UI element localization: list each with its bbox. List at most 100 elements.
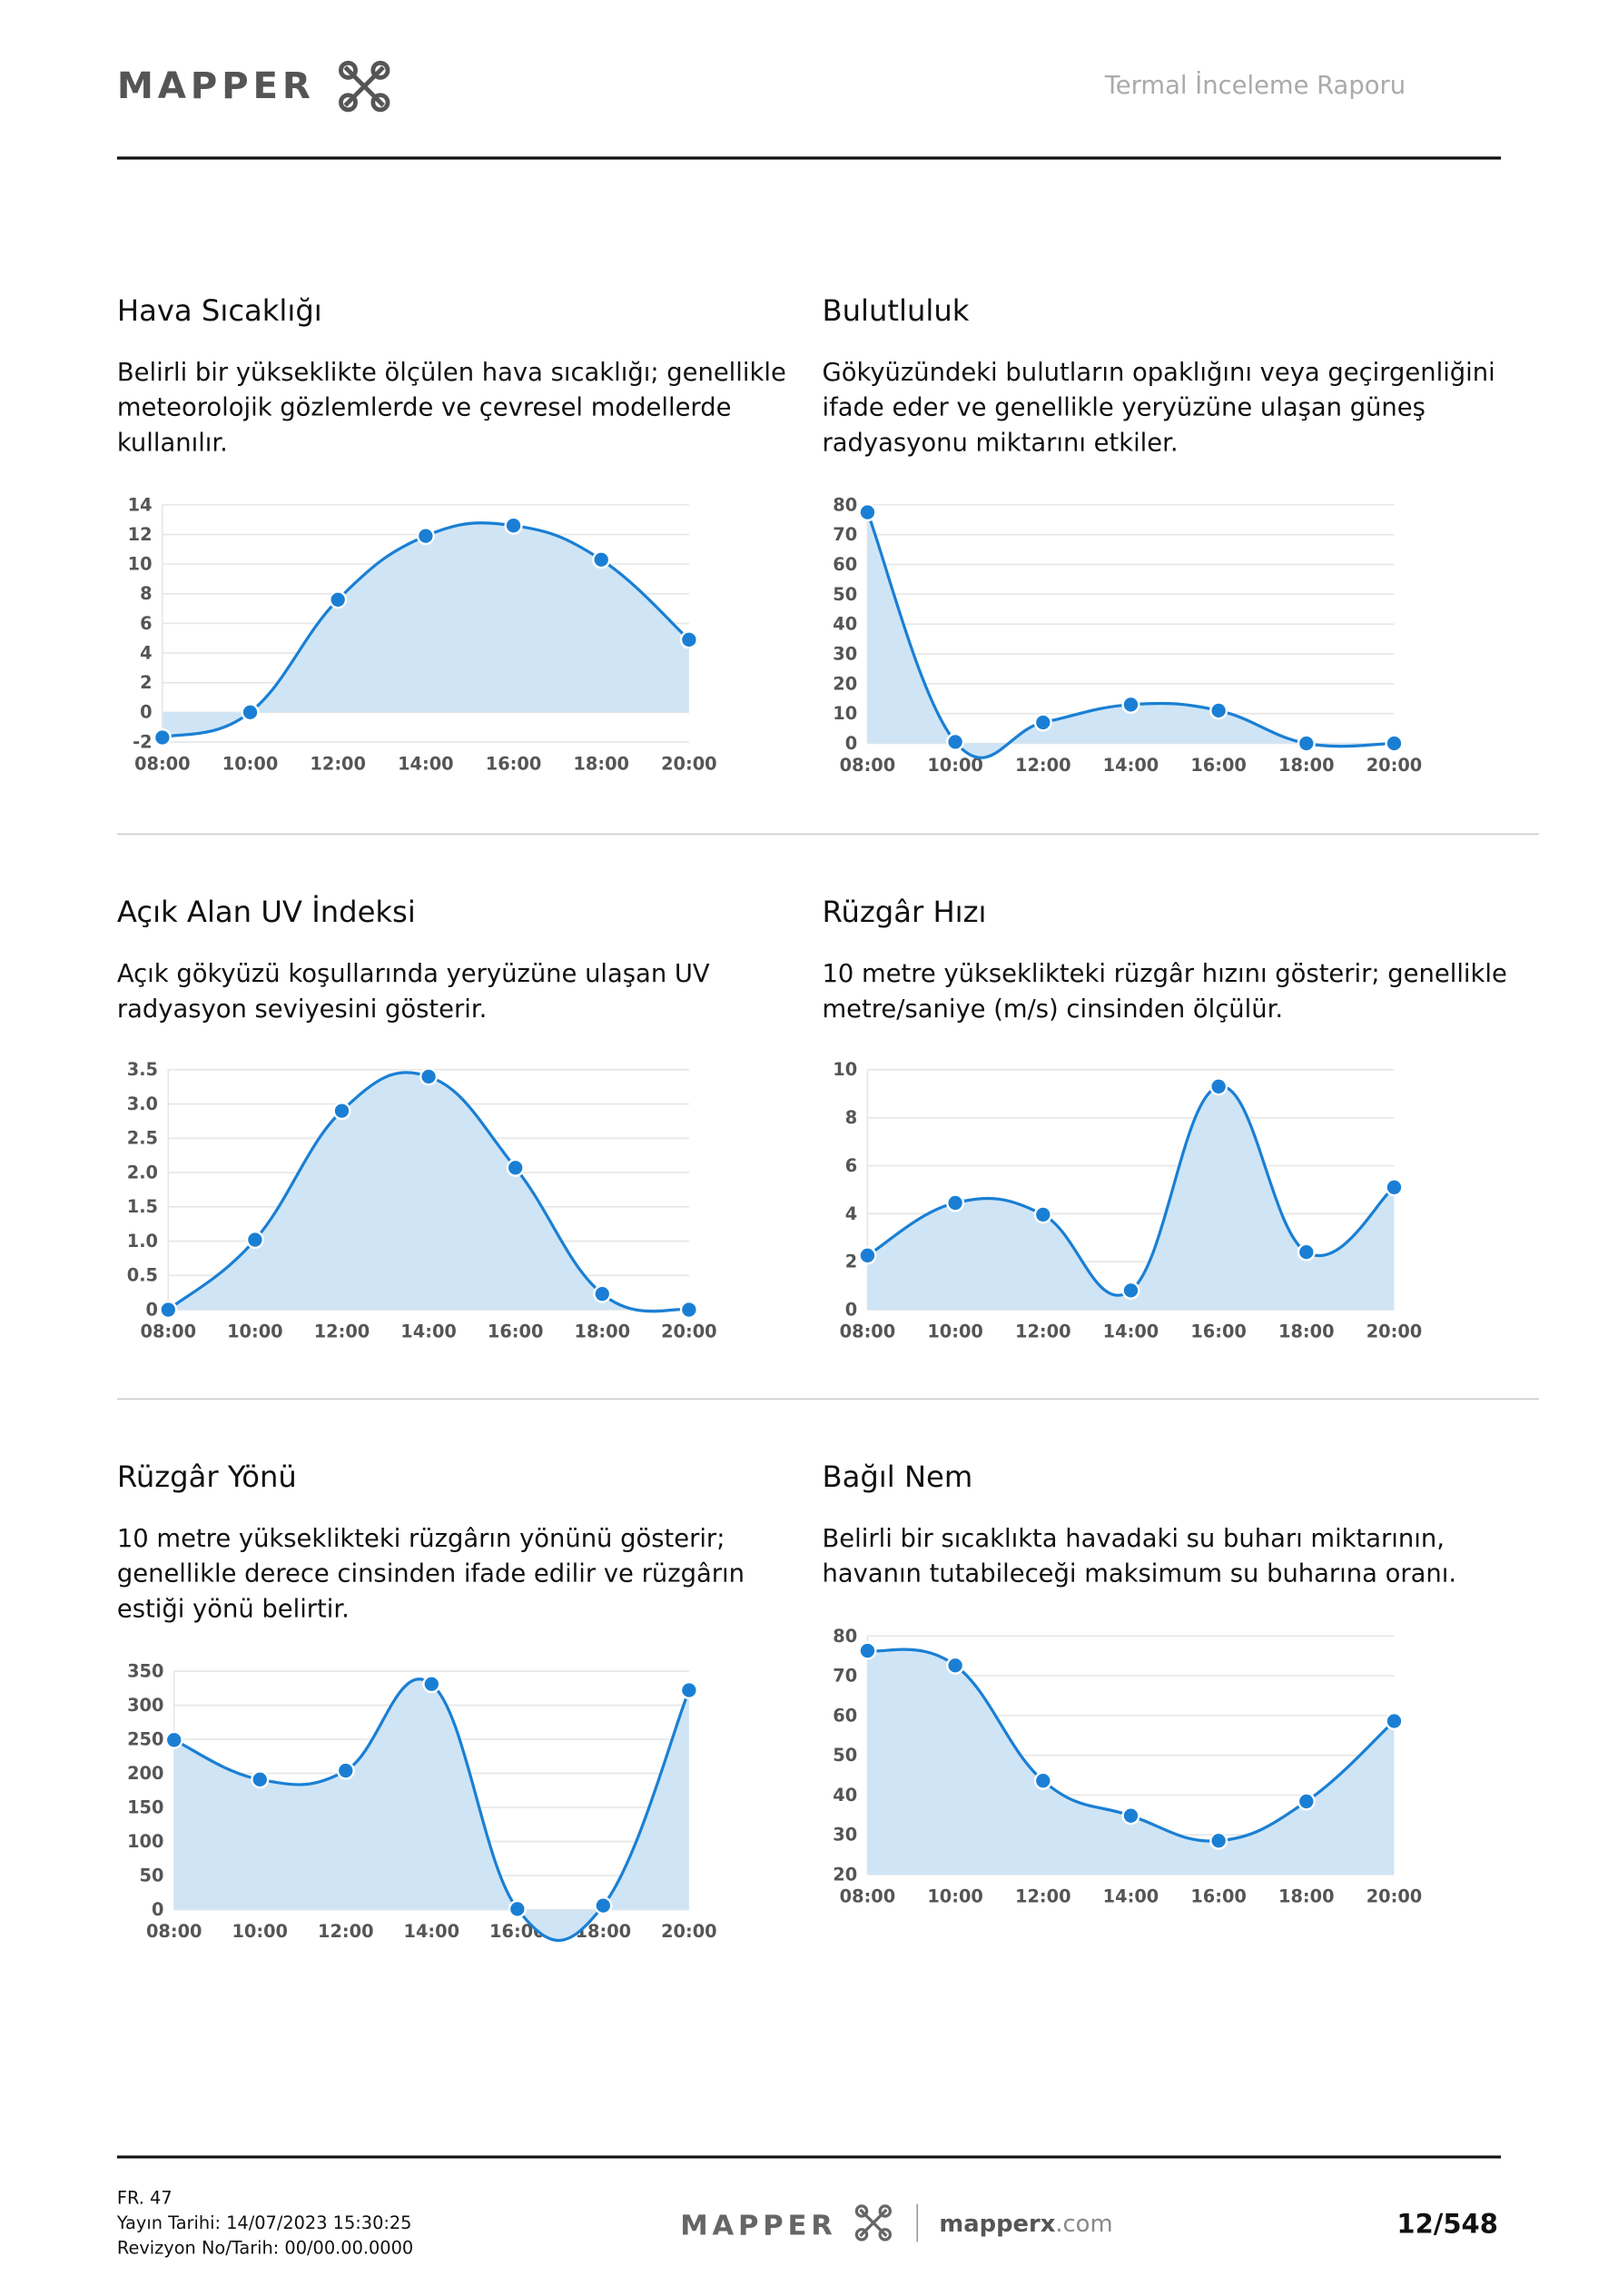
chart-title: Hava Sıcaklığı [117,293,322,328]
point [153,727,172,747]
chart-description: 10 metre yükseklikteki rüzgârın yönünü g… [117,1525,725,1553]
chart-title: Açık Alan UV İndeksi [117,895,416,929]
y-tick-label: 70 [833,524,857,545]
y-tick-label: 60 [833,554,857,575]
y-tick-label: 50 [140,1866,164,1886]
x-tick-label: 18:00 [573,754,629,775]
point [858,1246,877,1265]
point [679,1680,698,1700]
x-tick-label: 10:00 [222,754,279,775]
point [504,516,523,535]
chart-description: estiği yönü belirtir. [117,1595,350,1623]
y-tick-label: 10 [128,554,153,575]
chart-description: Gökyüzündeki bulutların opaklığını veya … [823,359,1495,387]
x-tick-label: 08:00 [141,1321,197,1342]
chart-description: radyasyonu miktarını etkiler. [823,429,1179,457]
chart-title: Rüzgâr Hızı [823,895,987,929]
point [679,1300,698,1320]
point [1209,701,1228,720]
area [867,512,1395,758]
y-tick-label: 2 [845,1252,857,1272]
y-tick-label: 1.0 [127,1231,158,1252]
chart-description: metre/saniye (m/s) cinsinden ölçülür. [823,995,1284,1024]
chart-description: genellikle derece cinsinden ifade edilir… [117,1560,745,1588]
x-tick-label: 12:00 [314,1321,370,1342]
x-tick-label: 10:00 [927,755,983,776]
point [858,1641,877,1660]
x-tick-label: 20:00 [1366,755,1423,776]
point [592,550,611,569]
point [858,503,877,522]
point [508,1899,527,1918]
area [867,1649,1395,1875]
point [1209,1831,1228,1850]
y-tick-label: 3.0 [127,1094,158,1114]
x-tick-label: 08:00 [134,754,191,775]
x-tick-label: 18:00 [1278,1886,1335,1907]
logo-icon [338,60,390,113]
x-tick-label: 12:00 [1015,1321,1071,1342]
y-tick-label: 0 [845,733,857,754]
y-tick-label: 4 [140,642,152,663]
x-tick-label: 10:00 [227,1321,283,1342]
x-tick-label: 12:00 [1015,755,1071,776]
point [1121,1281,1140,1300]
point [1297,734,1316,753]
chart-description: meteorolojik gözlemlerde ve çevresel mod… [117,394,732,422]
x-tick-label: 12:00 [1015,1886,1071,1907]
x-tick-label: 18:00 [575,1321,631,1342]
chart-description: ifade eder ve genellikle yeryüzüne ulaşa… [823,394,1426,422]
x-tick-label: 08:00 [840,1886,896,1907]
y-tick-label: -2 [133,731,152,752]
y-tick-label: 0.5 [127,1265,158,1286]
logo-text: MAPPER [117,65,315,107]
y-tick-label: 80 [833,494,857,515]
x-tick-label: 14:00 [404,1921,460,1942]
page-number: 12/548 [1396,2209,1497,2240]
y-tick-label: 2.5 [127,1128,158,1149]
point [1033,1205,1052,1224]
x-tick-label: 08:00 [840,755,896,776]
chart-description: Belirli bir sıcaklıkta havadaki su buhar… [823,1525,1445,1553]
y-tick-label: 10 [833,1059,857,1080]
y-tick-label: 2.0 [127,1162,158,1183]
y-tick-label: 50 [833,1745,857,1766]
point [251,1770,270,1789]
report-title: Termal İnceleme Raporu [1104,71,1406,100]
point [1209,1077,1228,1096]
chart-description: Açık gökyüzü koşullarında yeryüzüne ulaş… [117,960,710,988]
y-tick-label: 60 [833,1705,857,1726]
point [1121,695,1140,714]
chart-description: 10 metre yükseklikteki rüzgâr hızını gös… [823,960,1507,988]
chart-description: Belirli bir yükseklikte ölçülen hava sıc… [117,359,786,387]
x-tick-label: 14:00 [400,1321,457,1342]
point [594,1896,613,1915]
y-tick-label: 0 [152,1899,163,1920]
x-tick-label: 16:00 [1190,755,1247,776]
y-tick-label: 2 [140,672,152,693]
x-tick-label: 20:00 [661,1921,717,1942]
area [867,1085,1395,1311]
point [1385,1711,1404,1731]
footer-logo-icon [854,2204,893,2242]
point [159,1300,178,1320]
footer-publish: Yayın Tarihi: 14/07/2023 15:30:25 [116,2212,412,2233]
area [168,1072,689,1311]
x-tick-label: 18:00 [1278,755,1335,776]
footer-form: FR. 47 [117,2187,173,2208]
line [173,1677,691,1942]
y-tick-label: 20 [833,1864,857,1885]
footer-revision: Revizyon No/Tarih: 00/00.00.0000 [117,2237,413,2258]
x-tick-label: 20:00 [1366,1321,1423,1342]
x-tick-label: 16:00 [486,754,542,775]
x-tick-label: 20:00 [661,754,717,775]
y-tick-label: 200 [127,1763,163,1784]
point [593,1284,612,1303]
chart-description: radyasyon seviyesini gösterir. [117,995,487,1024]
point [422,1675,441,1694]
x-tick-label: 20:00 [1366,1886,1423,1907]
y-tick-label: 4 [845,1203,857,1224]
point [1033,1771,1052,1790]
y-tick-label: 100 [127,1831,163,1852]
